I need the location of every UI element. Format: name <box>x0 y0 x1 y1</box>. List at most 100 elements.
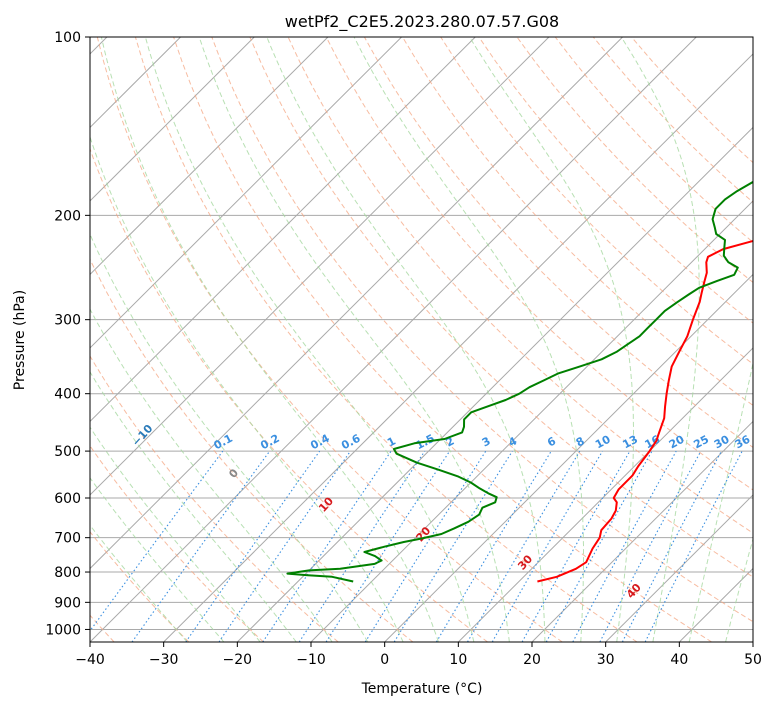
moist-adiabat-line <box>144 37 475 642</box>
isotherm-line <box>90 37 697 642</box>
dry-adiabat-line <box>90 258 414 642</box>
x-tick-label: 10 <box>449 652 467 668</box>
y-tick-label: 400 <box>54 387 81 403</box>
dry-adiabat-line <box>96 37 563 642</box>
mixing-ratio-label: 16 <box>643 433 663 452</box>
dry-adiabat-line <box>516 37 753 284</box>
y-tick-label: 900 <box>54 595 81 611</box>
moist-adiabat-line <box>90 232 369 642</box>
mixing-ratio-line <box>572 450 677 642</box>
moist-adiabat-line <box>620 37 700 642</box>
dry-adiabat-line <box>592 37 753 203</box>
x-axis-title: Temperature (°C) <box>361 681 483 697</box>
mixing-ratio-line <box>621 450 722 642</box>
y-tick-label: 700 <box>54 531 81 547</box>
mixing-ratio-line <box>393 450 513 642</box>
mixing-ratio-line <box>90 450 224 632</box>
dewpoint-line <box>286 180 753 583</box>
dry-adiabat-label: −30 <box>0 355 1 382</box>
x-tick-label: 30 <box>597 652 615 668</box>
mixing-ratio-line <box>218 450 351 642</box>
mixing-ratio-label: 10 <box>593 433 613 452</box>
isotherm-line <box>163 53 753 642</box>
mixing-ratio-label: 0.4 <box>308 432 332 453</box>
series-lines <box>286 180 753 583</box>
mixing-ratio-line <box>131 450 271 642</box>
dry-adiabat-line <box>90 530 190 642</box>
dry-adiabat-label: 30 <box>515 552 535 572</box>
y-tick-label: 500 <box>54 444 81 460</box>
mixing-ratio-line <box>262 450 392 642</box>
dry-adiabat-label: −10 <box>129 422 155 449</box>
moist-adiabat-line <box>688 361 753 642</box>
dry-adiabat-line <box>90 445 264 642</box>
moist-adiabat-line <box>90 524 188 642</box>
mixing-ratio-line <box>364 450 487 642</box>
dry-adiabat-label: 20 <box>413 524 433 544</box>
isotherm-line <box>90 37 255 202</box>
x-tick-label: −30 <box>149 652 179 668</box>
dry-adiabat-line <box>90 147 488 642</box>
y-tick-label: 800 <box>54 565 81 581</box>
mixing-ratio-line <box>644 450 743 642</box>
x-tick-label: −20 <box>223 652 253 668</box>
isotherm-line <box>384 273 753 642</box>
dry-adiabat-line <box>325 37 753 491</box>
y-axis-title: Pressure (hPa) <box>12 290 28 390</box>
isotherm-line <box>531 420 753 642</box>
dry-adiabat-line <box>134 37 638 642</box>
mixing-ratio-label: 0.2 <box>258 432 281 453</box>
x-tick-label: −10 <box>296 652 326 668</box>
moist-adiabat-line <box>100 37 439 642</box>
x-tick-label: −40 <box>75 652 105 668</box>
isotherm-line <box>752 641 753 642</box>
mixing-ratio-label: 25 <box>691 433 711 452</box>
moist-adiabat-line <box>469 37 634 642</box>
isotherm-line <box>90 37 329 276</box>
y-tick-label: 100 <box>54 30 81 46</box>
moist-adiabat-line <box>90 308 333 642</box>
isotherm-line <box>310 200 753 642</box>
moist-adiabat-line <box>90 476 225 642</box>
mixing-ratio-line <box>298 450 426 642</box>
mixing-ratio-label: 4 <box>506 434 519 449</box>
mixing-ratio-line <box>545 450 653 642</box>
mixing-ratio-label: 13 <box>620 433 640 452</box>
plot-frame <box>89 36 754 643</box>
dry-adiabat-line <box>363 37 753 448</box>
plot-area: 0.10.20.40.611.52346810131620253036−100−… <box>0 37 753 642</box>
isotherm-line <box>90 37 476 423</box>
dry-adiabat-line <box>402 37 753 406</box>
dry-adiabat-line <box>173 37 712 642</box>
mixing-ratio-line <box>185 450 321 642</box>
isotherm-line <box>678 567 753 642</box>
temperature-line <box>537 239 753 583</box>
mixing-ratio-label: 0.1 <box>212 432 235 453</box>
mixing-ratio-line <box>435 450 552 642</box>
mixing-ratio-line <box>599 450 702 642</box>
isotherms <box>90 37 753 642</box>
moist-adiabats <box>90 37 753 642</box>
x-tick-label: 0 <box>380 652 389 668</box>
mixing-ratio-label: 30 <box>712 433 732 452</box>
x-tick-label: 20 <box>523 652 541 668</box>
mixing-ratio-label: 36 <box>733 433 753 452</box>
dry-adiabat-line <box>90 355 339 642</box>
dry-adiabat-line <box>249 37 753 578</box>
mixing-ratio-label: 20 <box>667 433 687 452</box>
mixing-ratio-label: 1 <box>385 434 398 449</box>
moist-adiabat-line <box>90 426 261 642</box>
isotherm-line <box>90 37 550 496</box>
mixing-ratio-label: 3 <box>480 434 493 449</box>
isotherm-line <box>605 494 753 642</box>
y-tick-label: 600 <box>54 491 81 507</box>
mixing-ratio-label: 6 <box>545 434 558 449</box>
moist-adiabat-line <box>90 135 404 642</box>
dry-adiabat-line <box>440 37 753 365</box>
isotherm-line <box>457 347 753 642</box>
x-tick-label: 50 <box>744 652 762 668</box>
y-tick-label: 200 <box>54 208 81 224</box>
isotherm-line <box>236 126 753 642</box>
dry-adiabat-label: 40 <box>624 581 644 601</box>
